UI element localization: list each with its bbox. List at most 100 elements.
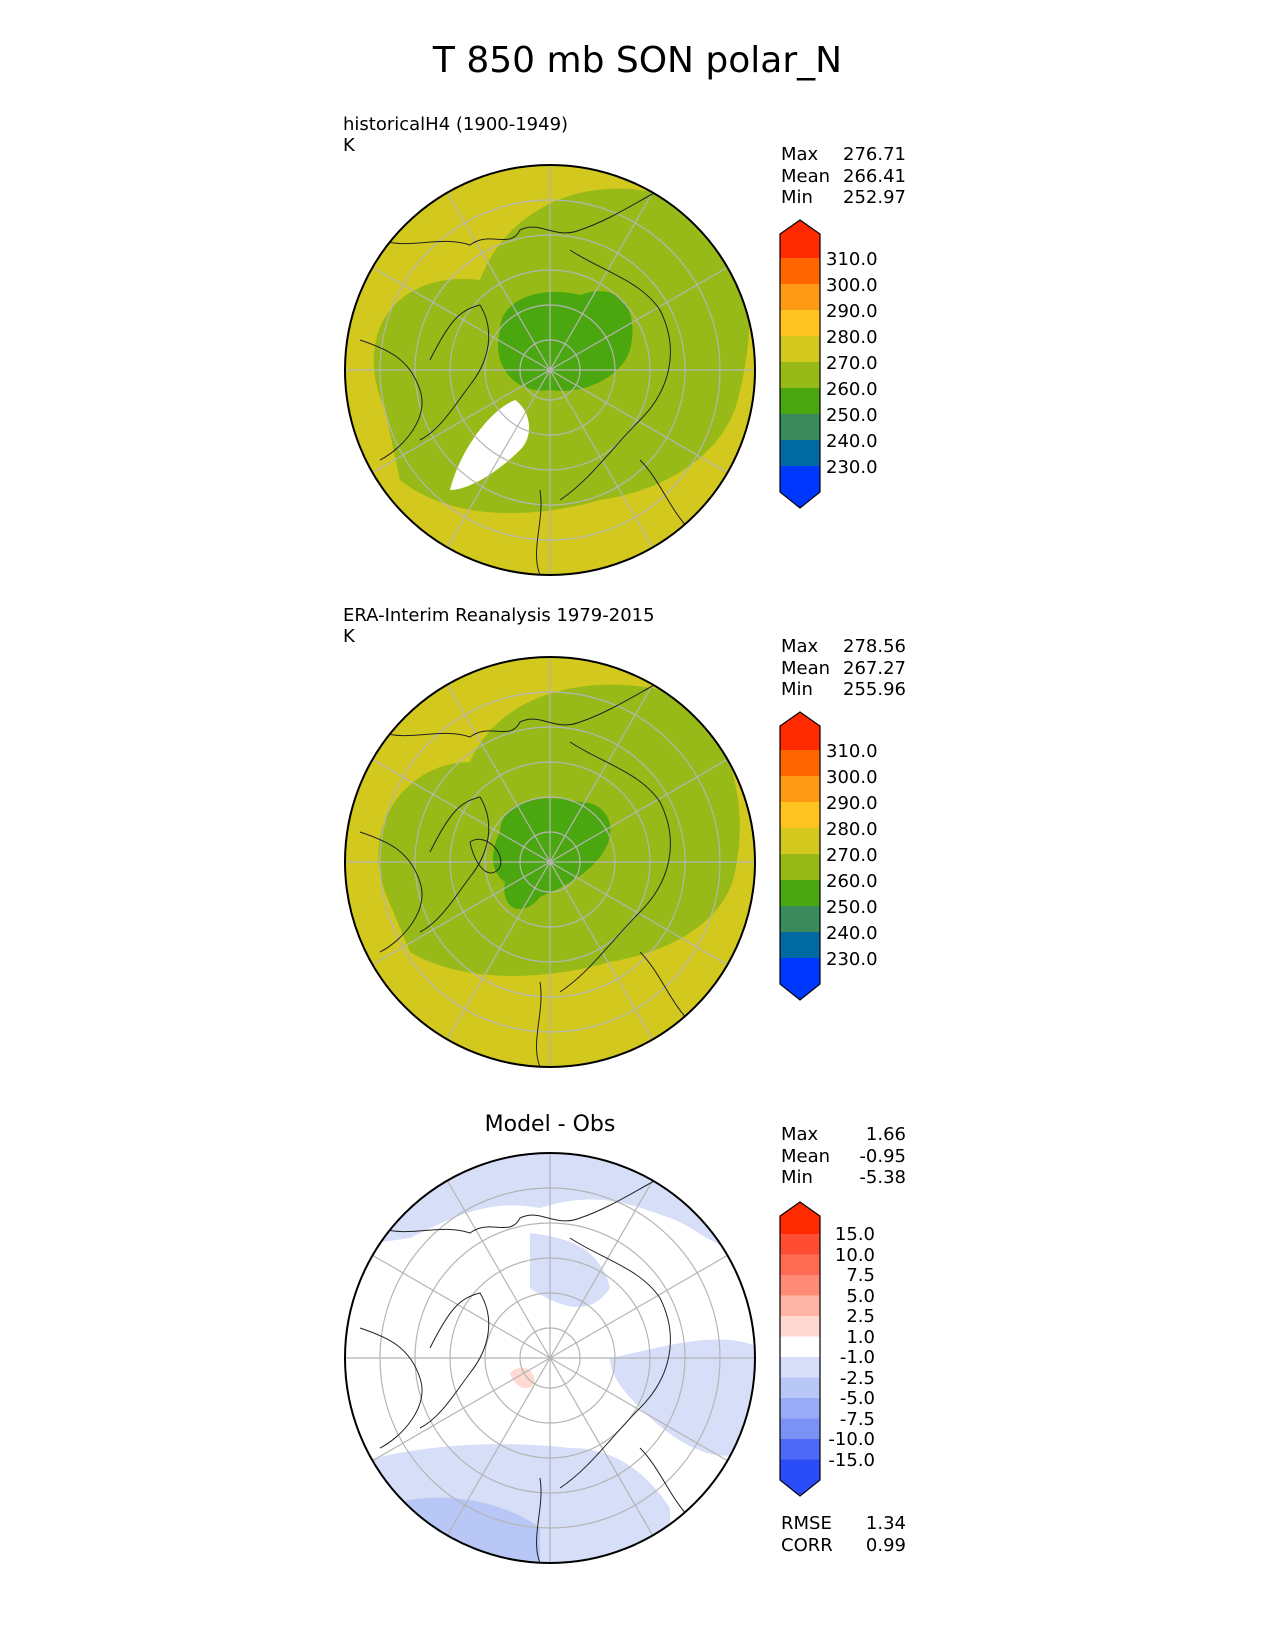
metric-label: RMSE [781,1513,832,1534]
colorbar-swatch [780,1275,820,1296]
colorbar-swatch [780,284,820,310]
colorbar-swatch [780,1234,820,1255]
metric-value: 0.99 [865,1534,906,1556]
colorbar-label: 310.0 [826,249,878,270]
panel-2-map-border [344,656,756,1068]
colorbar-label: -1.0 [839,1347,875,1368]
colorbar-swatch [780,414,820,440]
colorbar-top-arrow [780,1202,820,1234]
panel-1-missing-greenland [450,400,530,490]
panel-1-colorbar [779,219,821,509]
colorbar-bottom-arrow [780,466,820,508]
panel-1-label-units: K [343,135,355,156]
panel-3-map-border [344,1152,756,1564]
colorbar-label: 10.0 [834,1245,875,1266]
colorbar-label: 250.0 [826,897,878,918]
stat-value: 267.27 [843,657,906,679]
colorbar-label: 240.0 [826,431,878,452]
colorbar-label: 290.0 [826,301,878,322]
panel-3-polar-map [344,1152,756,1564]
panel-1-stats: Max 276.71 Mean 266.41 Min 252.97 [781,144,906,209]
colorbar-swatch [780,1336,820,1357]
colorbar-label: 1.0 [846,1327,875,1348]
stat-label: Max [781,636,819,657]
colorbar-label: -10.0 [828,1429,875,1450]
colorbar-label: 230.0 [826,457,878,478]
stat-value: 252.97 [843,187,906,208]
colorbar-label: 240.0 [826,923,878,944]
panel-2-label-units: K [343,626,355,647]
colorbar-swatch [780,776,820,802]
colorbar-swatch [780,828,820,854]
colorbar-swatch [780,440,820,466]
colorbar-label: -2.5 [839,1368,875,1389]
colorbar-label: 260.0 [826,871,878,892]
colorbar-swatch [780,1377,820,1398]
panel-1-graticule [345,165,755,575]
panel-1-map-border [344,164,756,576]
panel-1-field-green [498,291,633,391]
colorbar-top-arrow [780,220,820,258]
panel-3-title: Model - Obs [484,1112,616,1137]
colorbar-label: 5.0 [846,1286,875,1307]
metric-value: 1.34 [865,1513,906,1534]
panel-2-graticule [345,657,755,1067]
colorbar-swatch [780,310,820,336]
panel-1-polar-map [344,164,756,576]
colorbar-top-arrow [780,712,820,750]
colorbar-label: 270.0 [826,353,878,374]
panel-2-label-line1: ERA-Interim Reanalysis 1979-2015 [343,605,655,626]
stat-label: Min [781,187,813,208]
colorbar-swatch [780,932,820,958]
panel-2-field-green [493,798,611,909]
colorbar-label: 7.5 [846,1265,875,1286]
colorbar-bottom-arrow [780,1459,820,1496]
stat-value: 1.66 [865,1124,906,1145]
colorbar-swatch [780,750,820,776]
stat-label: Mean [781,657,831,679]
stat-label: Max [781,144,819,165]
colorbar-label: 280.0 [826,327,878,348]
colorbar-label: 15.0 [834,1224,875,1245]
panel-2-colorbar [779,711,821,1001]
colorbar-label: 2.5 [846,1306,875,1327]
colorbar-swatch [780,1357,820,1378]
colorbar-swatch [780,880,820,906]
colorbar-swatch [780,1398,820,1419]
panel-2-label: ERA-Interim Reanalysis 1979-2015 K [343,605,655,647]
colorbar-label: 230.0 [826,949,878,970]
stat-label: Mean [781,1145,831,1167]
panel-3-metrics: RMSE 1.34 CORR 0.99 [781,1513,906,1556]
stat-label: Min [781,1167,813,1188]
stat-value: -5.38 [859,1167,906,1188]
panel-3-graticule [345,1153,755,1563]
colorbar-label: -7.5 [839,1409,875,1430]
colorbar-swatch [780,906,820,932]
colorbar-label: 310.0 [826,741,878,762]
colorbar-swatch [780,802,820,828]
stat-value: 276.71 [843,144,906,165]
panel-3-field-positive [510,1367,535,1389]
panel-2-polar-map [344,656,756,1068]
panel-3-stats: Max 1.66 Mean -0.95 Min -5.38 [781,1124,906,1189]
stat-value: 266.41 [843,165,906,187]
panel-3-field-negative-east [610,1339,755,1456]
colorbar-label: 300.0 [826,275,878,296]
colorbar-label: 260.0 [826,379,878,400]
colorbar-swatch [780,336,820,362]
stat-value: -0.95 [859,1145,906,1167]
colorbar-swatch [780,1316,820,1337]
panel-1-label-line1: historicalH4 (1900-1949) [343,114,569,135]
colorbar-swatch [780,388,820,414]
colorbar-label: 280.0 [826,819,878,840]
stat-label: Min [781,679,813,700]
colorbar-bottom-arrow [780,958,820,1000]
panel-2-stats: Max 278.56 Mean 267.27 Min 255.96 [781,636,906,701]
colorbar-swatch [780,362,820,388]
colorbar-swatch [780,1439,820,1460]
colorbar-label: 290.0 [826,793,878,814]
stat-value: 255.96 [843,679,906,700]
stat-label: Max [781,1124,819,1145]
colorbar-swatch [780,1295,820,1316]
colorbar-swatch [780,1254,820,1275]
